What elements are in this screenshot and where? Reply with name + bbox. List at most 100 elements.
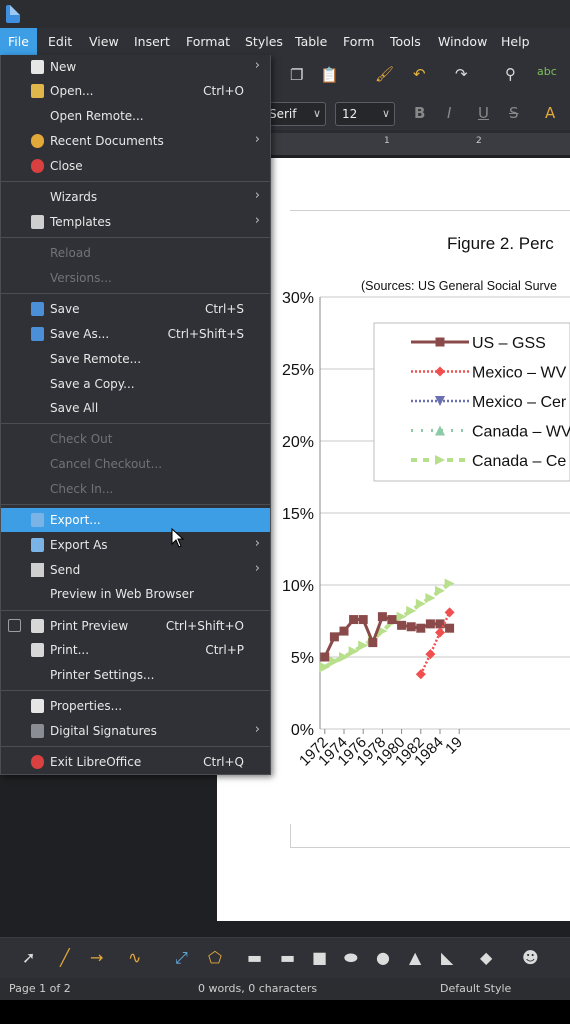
rectangle-icon[interactable]: ▬ [247,948,263,967]
square-icon[interactable]: ■ [312,948,328,967]
properties-icon [31,699,44,713]
menu-item-send[interactable]: Send › [1,558,270,582]
menu-insert[interactable]: Insert [134,34,170,49]
menu-item-print-preview[interactable]: Print Preview Ctrl+Shift+O [1,614,270,638]
select-pointer-icon[interactable]: ➚ [22,948,36,967]
menu-item-new[interactable]: New › [1,55,270,79]
menu-separator [1,504,270,505]
circle-icon[interactable]: ● [376,948,390,967]
menu-item-label: Check Out [50,432,113,446]
diamond-icon[interactable]: ◆ [480,948,493,967]
underline-icon[interactable]: U [478,104,489,122]
legend-label: Mexico – Cer [472,394,567,411]
menu-item-open[interactable]: Open... Ctrl+O [1,79,270,103]
chevron-right-icon: › [254,132,260,147]
data-point [435,585,445,596]
menu-item-save-as[interactable]: Save As... Ctrl+Shift+S [1,322,270,346]
menu-item-wizards[interactable]: Wizards › [1,185,270,209]
arrow-line-icon[interactable]: → [90,948,104,967]
menu-item-printer-settings[interactable]: Printer Settings... [1,663,270,687]
y-tick-label: 25% [282,362,314,379]
font-size-box[interactable]: 12 ∨ [335,102,395,126]
menu-item-exit[interactable]: Exit LibreOffice Ctrl+Q [1,750,270,774]
header-line [290,210,570,211]
font-name-box[interactable]: Serif ∨ [264,102,326,126]
legend-label: Canada – Ce [472,453,566,470]
rounded-rectangle-icon[interactable]: ▬ [280,948,296,967]
ruler-number: 1 [384,136,390,146]
clone-formatting-icon[interactable]: 🖌 [375,65,395,83]
data-point [349,615,359,625]
menu-item-check-in: Check In... [1,477,270,501]
polygon-icon[interactable]: ⬠ [208,948,222,967]
curve-icon[interactable]: ∿ [128,948,142,967]
menu-table[interactable]: Table [295,34,328,49]
menu-item-open-remote[interactable]: Open Remote... [1,104,270,128]
menu-item-label: Templates [50,215,112,229]
document-page[interactable] [217,158,570,921]
triangle-icon[interactable]: ▲ [409,948,422,967]
menu-item-print[interactable]: Print... Ctrl+P [1,638,270,662]
strikethrough-icon[interactable]: S [509,104,519,122]
folder-icon [31,84,44,98]
redo-icon[interactable]: ↷ [455,65,468,83]
find-replace-icon[interactable]: ⚲ [505,65,516,83]
line-chart[interactable]: 30%25%20%15%10%5%0% 19721974197619781980… [217,285,570,785]
ruler[interactable]: 1 2 [271,133,570,155]
send-icon [31,563,44,577]
chevron-down-icon: ∨ [312,107,321,120]
menu-item-shortcut: Ctrl+Shift+O [165,619,244,633]
writer-app-icon [6,5,20,23]
font-color-icon[interactable]: A [545,104,556,122]
data-point [397,620,407,630]
menu-format[interactable]: Format [186,34,231,49]
menu-item-properties[interactable]: Properties... [1,694,270,718]
bold-icon[interactable]: B [414,104,426,122]
undo-icon[interactable]: ↶ [413,65,426,83]
menu-file[interactable]: File [0,28,37,55]
menu-item-label: Properties... [50,699,123,713]
data-point [425,592,436,603]
menu-item-label: Close [50,159,83,173]
menu-tools[interactable]: Tools [390,34,421,49]
menu-item-export[interactable]: Export... [1,508,270,532]
menu-item-recent-documents[interactable]: Recent Documents › [1,129,270,153]
spelling-icon[interactable]: abc [537,65,557,78]
connector-icon[interactable]: ⤢ [175,948,188,967]
menu-item-label: Save Remote... [50,352,142,366]
line-icon[interactable]: ╱ [60,948,70,967]
menu-item-save-all[interactable]: Save All [1,396,270,420]
menu-help[interactable]: Help [501,34,530,49]
menu-item-export-as[interactable]: Export As › [1,533,270,557]
smiley-icon[interactable]: ☻ [522,948,539,967]
menu-item-save[interactable]: Save Ctrl+S [1,297,270,321]
menu-item-digital-signatures[interactable]: Digital Signatures › [1,719,270,743]
italic-icon[interactable]: I [447,104,452,122]
menu-item-templates[interactable]: Templates › [1,210,270,234]
data-point [425,649,436,660]
menu-window[interactable]: Window [438,34,488,49]
right-triangle-icon[interactable]: ◣ [441,948,454,967]
page-style[interactable]: Default Style [440,982,512,995]
menu-view[interactable]: View [89,34,119,49]
menu-form[interactable]: Form [343,34,375,49]
menu-edit[interactable]: Edit [48,34,73,49]
y-tick-label: 0% [291,722,314,739]
menu-item-label: New [50,60,77,74]
paste-icon[interactable]: 📋 [320,66,339,84]
menu-item-label: Wizards [50,190,98,204]
menu-item-save-remote[interactable]: Save Remote... [1,347,270,371]
page-count: Page 1 of 2 [9,982,71,995]
menu-item-close[interactable]: Close [1,154,270,178]
data-point [368,638,378,648]
menu-item-preview-in-web-browser[interactable]: Preview in Web Browser [1,582,270,606]
save-icon [31,302,44,316]
menu-styles[interactable]: Styles [245,34,283,49]
copy-icon[interactable]: ❐ [290,66,304,84]
data-point [348,646,359,657]
menu-item-save-a-copy[interactable]: Save a Copy... [1,372,270,396]
menu-bar: File Edit View Insert Format Styles Tabl… [0,28,570,55]
data-point [339,626,349,636]
menu-item-label: Save All [50,401,99,415]
ellipse-icon[interactable]: ⬬ [344,948,358,967]
